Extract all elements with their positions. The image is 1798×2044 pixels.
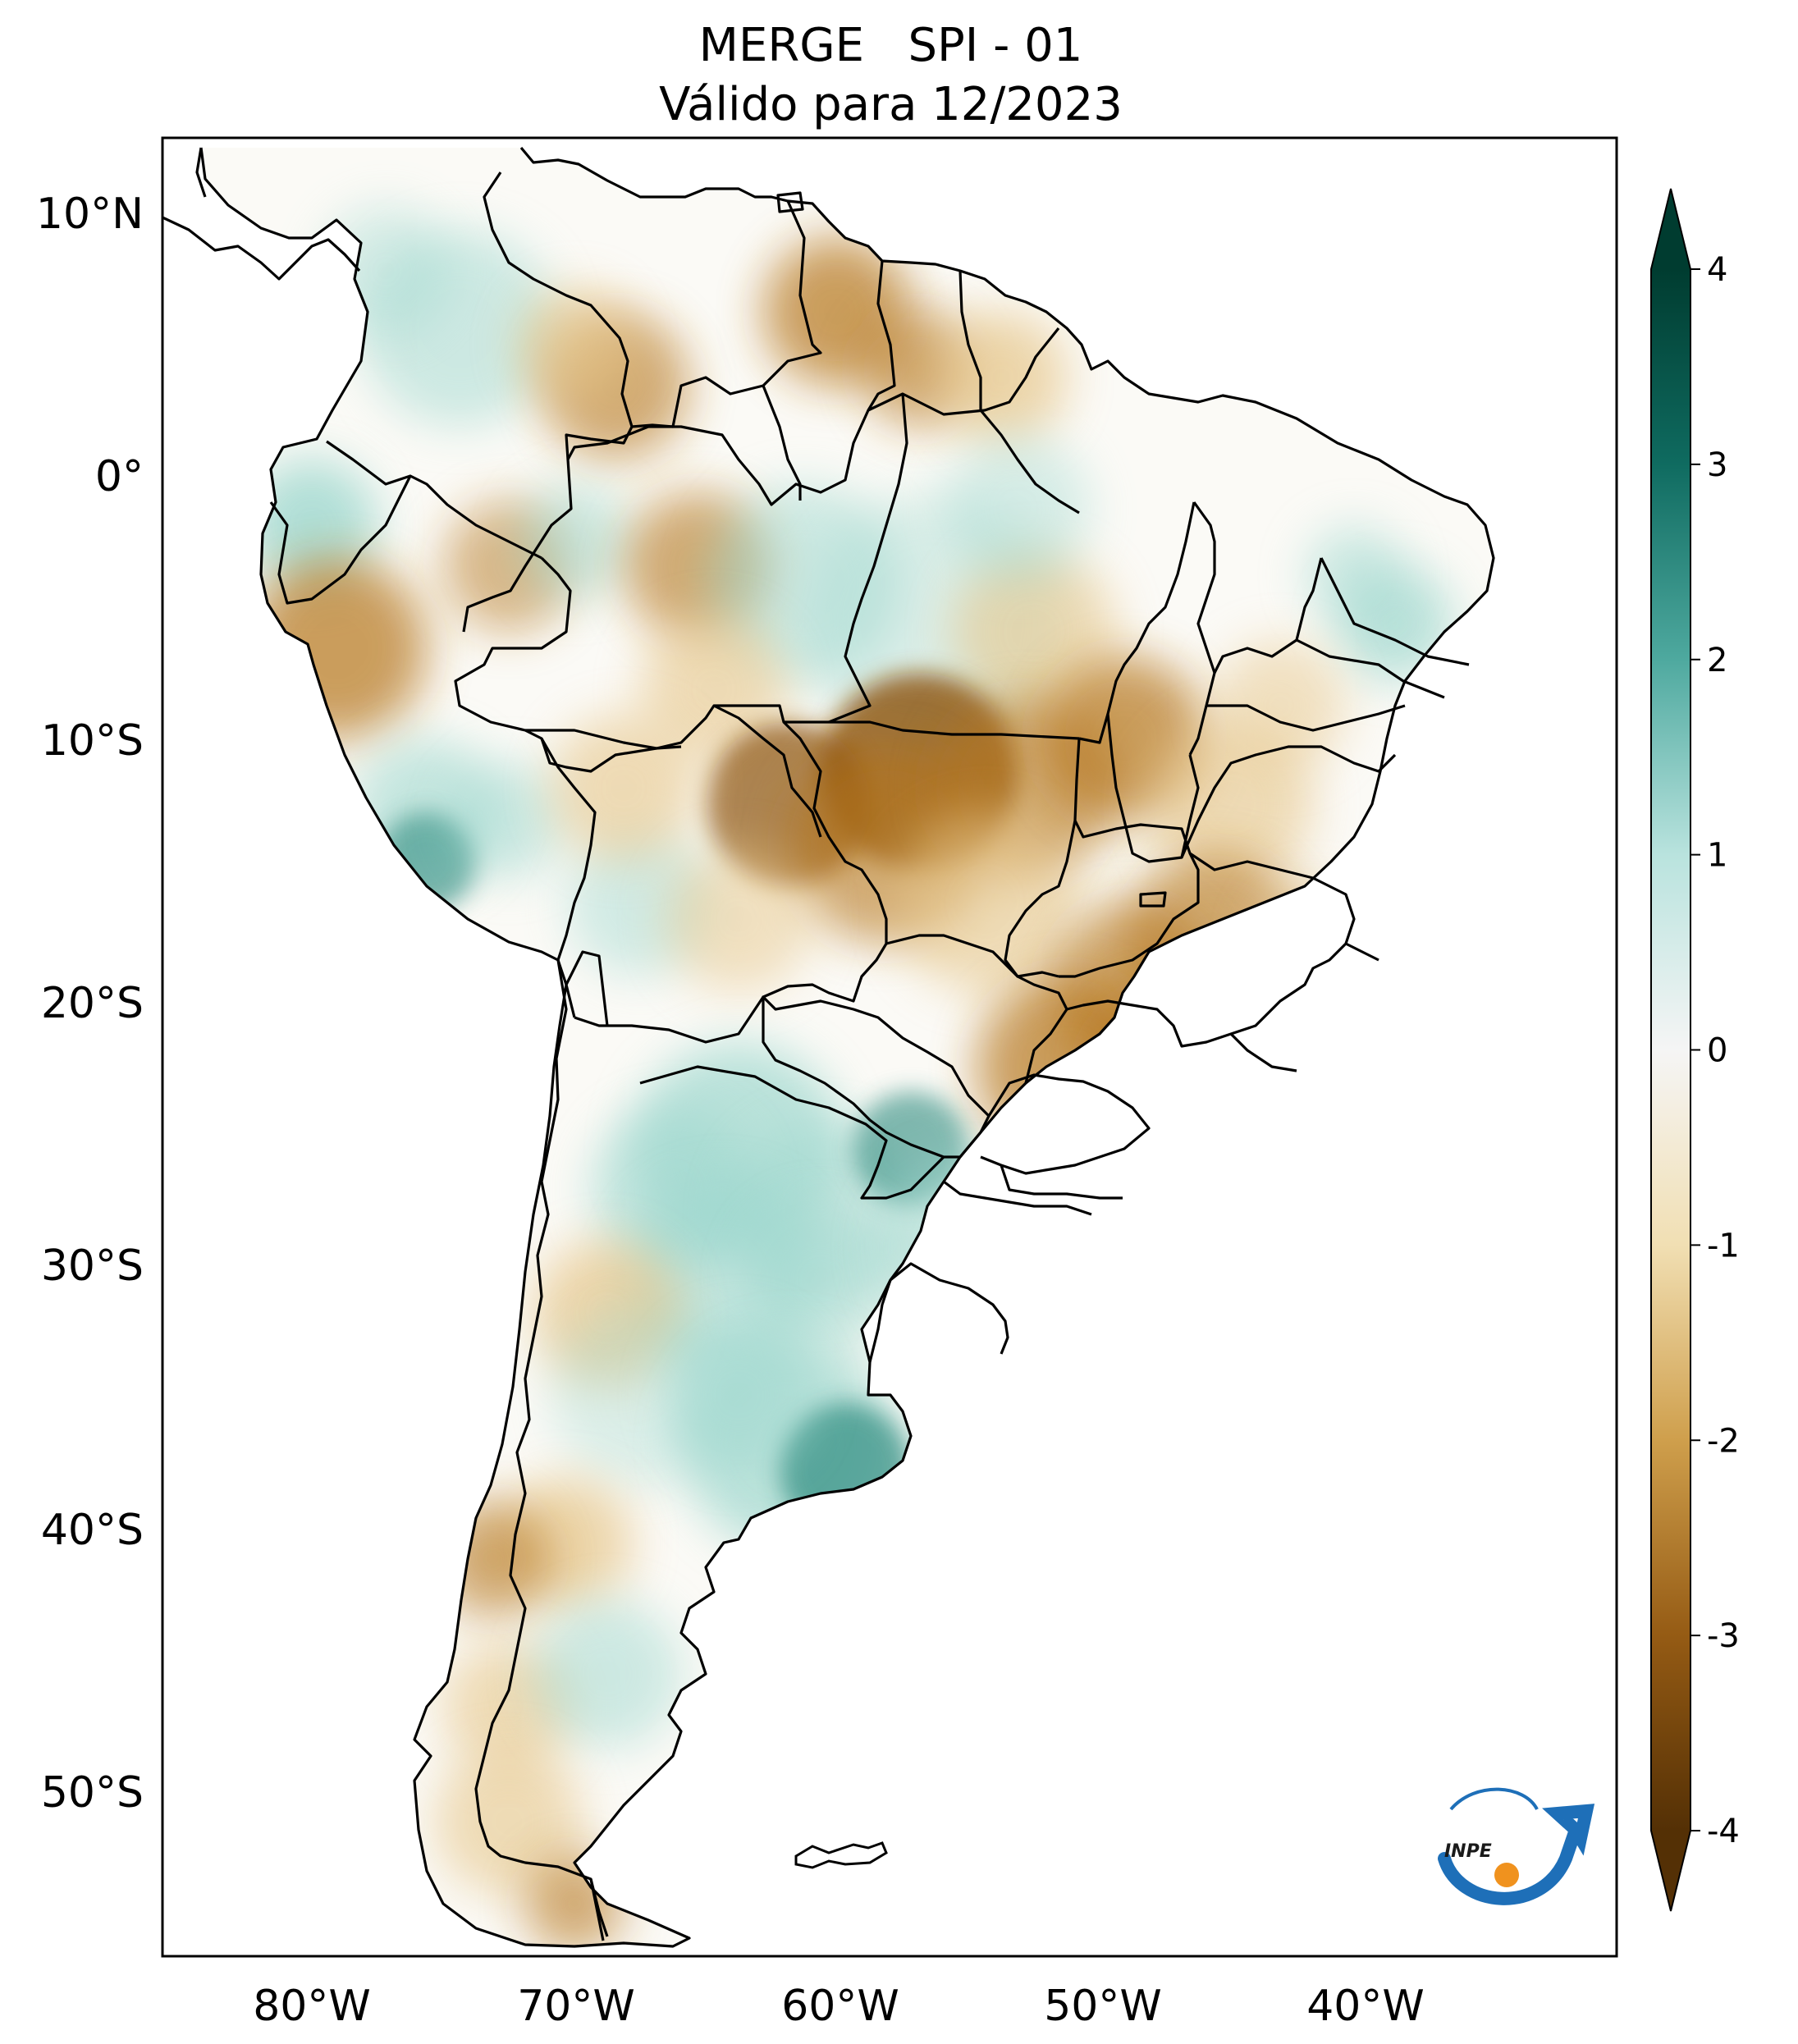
colorbar-tick-label: -2 bbox=[1707, 1422, 1740, 1460]
border-guyana-suriname bbox=[867, 260, 896, 411]
lat-label: 0° bbox=[95, 452, 144, 501]
border-peru-bolivia bbox=[540, 738, 597, 961]
border-amazonas-para bbox=[828, 393, 908, 724]
border-tocantins bbox=[1106, 713, 1200, 863]
border-maranhao bbox=[1078, 501, 1196, 744]
lat-label: 10°N bbox=[36, 190, 144, 239]
border-argentina-uruguay bbox=[868, 1279, 892, 1363]
border-ecuador-peru bbox=[269, 475, 412, 605]
lon-label: 40°W bbox=[1306, 1982, 1425, 2031]
border-rio-sp bbox=[1229, 1032, 1297, 1072]
spi-anomaly-patch bbox=[517, 287, 632, 402]
colorbar-tick-label: -3 bbox=[1707, 1617, 1740, 1655]
lat-label: 20°S bbox=[41, 979, 144, 1028]
border-colombia-ecuador bbox=[326, 440, 542, 560]
lat-label: 10°S bbox=[41, 716, 144, 766]
border-bahia-minas bbox=[1180, 745, 1397, 858]
border-colombia-venezuela bbox=[483, 171, 634, 460]
inpe-logo: INPE bbox=[1438, 1787, 1595, 1905]
spi-anomaly-patch bbox=[451, 763, 566, 878]
border-tierra-del-fuego bbox=[589, 1878, 605, 1941]
lon-label: 50°W bbox=[1044, 1982, 1162, 2031]
map-title: MERGE SPI - 01 bbox=[698, 19, 1083, 72]
colorbar-top-arrow bbox=[1651, 189, 1690, 269]
spi-anomaly-patch bbox=[640, 615, 788, 763]
border-rio-grande-sul bbox=[943, 1180, 1092, 1216]
border-mato-grosso-east bbox=[1004, 738, 1081, 978]
border-piaui bbox=[1188, 501, 1216, 756]
colorbar-bottom-arrow bbox=[1651, 1831, 1690, 1911]
border-pe-al bbox=[1296, 638, 1445, 699]
panama-border bbox=[195, 147, 207, 198]
colorbar-tick-label: 1 bbox=[1707, 837, 1727, 875]
border-rn-pb-pe bbox=[1320, 557, 1470, 666]
colorbar-tick-label: 0 bbox=[1707, 1032, 1727, 1070]
trinidad bbox=[776, 191, 804, 213]
lon-label: 80°W bbox=[253, 1982, 371, 2031]
logo-swoosh bbox=[1438, 1804, 1595, 1905]
central-america-coast bbox=[162, 216, 361, 281]
spi-anomaly-patch bbox=[435, 1748, 583, 1895]
colorbar: 4 3 2 1 0 -1 -2 -3 -4 bbox=[1650, 188, 1740, 1912]
spi-anomaly-patch bbox=[665, 845, 812, 993]
border-ceara bbox=[1213, 557, 1323, 674]
border-brazil-bolivia bbox=[574, 704, 888, 1044]
logo-orbit-arc bbox=[1449, 1787, 1539, 1811]
colorbar-tick-label: 3 bbox=[1707, 446, 1727, 484]
spi-anomaly-patch bbox=[550, 714, 698, 862]
colorbar-tick-label: -4 bbox=[1707, 1813, 1740, 1850]
border-paraguay bbox=[762, 995, 991, 1159]
lon-label: 70°W bbox=[517, 1982, 635, 2031]
lon-label: 60°W bbox=[781, 1982, 899, 2031]
border-minas bbox=[1066, 852, 1356, 1048]
lat-label: 40°S bbox=[41, 1506, 144, 1555]
border-para-mato-grosso bbox=[784, 720, 1080, 740]
spi-anomaly-patch bbox=[944, 435, 1091, 583]
spi-anomaly-patch bbox=[894, 812, 1075, 993]
colorbar-tick-label: -1 bbox=[1707, 1227, 1740, 1264]
border-parana bbox=[980, 1073, 1151, 1175]
border-chile-argentina bbox=[474, 959, 609, 1937]
lat-label: 50°S bbox=[41, 1768, 144, 1818]
border-argentina-paraguay-south bbox=[639, 1065, 945, 1200]
falkland-islands bbox=[794, 1841, 888, 1869]
longitude-labels: 80°W 70°W 60°W 50°W 40°W bbox=[253, 1982, 1425, 2031]
border-suriname-fguiana bbox=[958, 270, 982, 410]
lat-label: 30°S bbox=[41, 1241, 144, 1291]
border-santa-catarina bbox=[1000, 1164, 1123, 1200]
border-brazil-north bbox=[462, 327, 1060, 633]
border-espirito-santo bbox=[1345, 942, 1379, 962]
spi-anomaly-patch bbox=[533, 1600, 681, 1748]
spi-anomaly-patch bbox=[665, 1321, 812, 1469]
logo-sun bbox=[1494, 1863, 1519, 1887]
border-mato-grosso-sul bbox=[885, 934, 1068, 1084]
border-colombia-peru-brazil bbox=[454, 556, 657, 773]
spi-anomaly-patch bbox=[1305, 525, 1403, 624]
border-goias bbox=[1059, 820, 1200, 978]
border-amapa bbox=[979, 409, 1080, 514]
border-uruguay bbox=[890, 1262, 1009, 1355]
border-bahia-north bbox=[1206, 704, 1406, 732]
spi-anomaly-patch bbox=[936, 312, 1067, 443]
spi-anomaly-patch bbox=[1215, 640, 1346, 771]
border-bolivia-argentina bbox=[565, 950, 609, 1027]
colorbar-tick-label: 4 bbox=[1707, 251, 1727, 289]
colorbar-body bbox=[1651, 269, 1690, 1831]
border-df bbox=[1139, 891, 1167, 908]
border-roraima bbox=[762, 385, 802, 501]
latitude-labels: 10°N 0° 10°S 20°S 30°S 40°S 50°S bbox=[36, 190, 144, 1818]
map-subtitle: Válido para 12/2023 bbox=[659, 78, 1123, 131]
spi-anomaly-patch bbox=[747, 1206, 894, 1354]
map-frame bbox=[161, 136, 1618, 1958]
coastline bbox=[199, 146, 1495, 1948]
colorbar-tick-label: 2 bbox=[1707, 642, 1727, 679]
spi-anomaly-patch bbox=[246, 460, 377, 591]
logo-text: INPE bbox=[1444, 1841, 1492, 1862]
political-borders bbox=[162, 146, 1495, 1948]
border-rondonia bbox=[713, 704, 822, 838]
border-acre bbox=[525, 729, 682, 750]
spi-anomaly-patch bbox=[517, 484, 632, 599]
